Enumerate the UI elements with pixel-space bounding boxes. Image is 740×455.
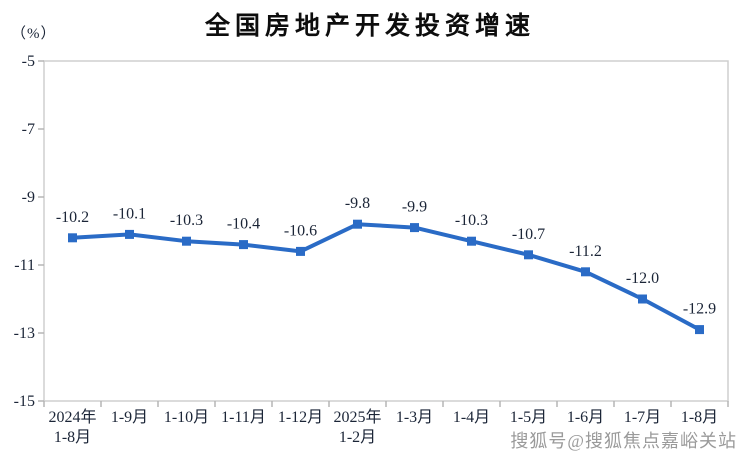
data-label: -10.4 [227,216,260,233]
x-axis-tick-label: 1-7月 [624,409,661,426]
data-label: -10.3 [455,212,488,229]
data-label: -10.7 [512,226,545,243]
y-axis-tick-label: -9 [22,189,35,206]
x-axis-tick-label: 1-6月 [567,409,604,426]
data-label: -11.2 [569,243,602,260]
x-axis-tick-label: 1-8月 [681,409,718,426]
series-line [70,222,702,332]
data-point-marker [68,233,77,243]
x-axis-tick-label: 1-5月 [510,409,547,426]
data-point-marker [125,229,134,239]
data-label: -12.9 [683,301,716,318]
data-point-marker [353,219,362,229]
y-axis-tick-label: -7 [22,121,35,138]
x-axis-tick-label: 1-3月 [396,409,433,426]
data-label: -9.8 [345,195,370,212]
x-axis-tick-label: 1-2月 [339,429,376,446]
data-point-marker [581,267,590,277]
data-label: -10.2 [56,209,89,226]
x-axis-tick-label: 1-4月 [453,409,490,426]
data-label: -10.3 [170,212,203,229]
y-axis-tick-label: -11 [14,257,35,274]
data-point-marker [182,236,191,246]
data-point-marker [524,250,533,260]
watermark: 搜狐号@搜狐焦点嘉峪关站 [510,431,737,451]
y-axis-tick-label: -5 [22,53,35,70]
y-axis-tick-label: -13 [14,325,35,342]
x-axis-tick-label: 1-11月 [221,409,266,426]
data-point-marker [467,236,476,246]
data-point-marker [638,294,647,304]
data-label: -10.1 [113,205,146,222]
x-axis-tick-label: 2024年 [48,408,96,426]
data-point-marker [296,246,305,256]
data-point-marker [695,325,704,335]
x-axis-tick-label: 1-9月 [111,409,148,426]
data-point-marker [239,240,248,250]
data-label: -12.0 [626,270,659,287]
x-axis-tick-label: 1-10月 [164,409,209,426]
x-axis-tick-label: 1-8月 [54,429,91,446]
data-point-marker [410,223,419,233]
data-label: -9.9 [402,199,427,216]
chart-title: 全国房地产开发投资增速 [204,12,535,40]
data-label: -10.6 [284,222,317,239]
plot-border [43,60,729,402]
y-axis-unit-label: （%） [11,26,57,42]
x-axis-tick-label: 1-12月 [278,409,323,426]
x-axis-tick-label: 2025年 [333,408,381,426]
y-axis-tick-label: -15 [14,393,35,410]
